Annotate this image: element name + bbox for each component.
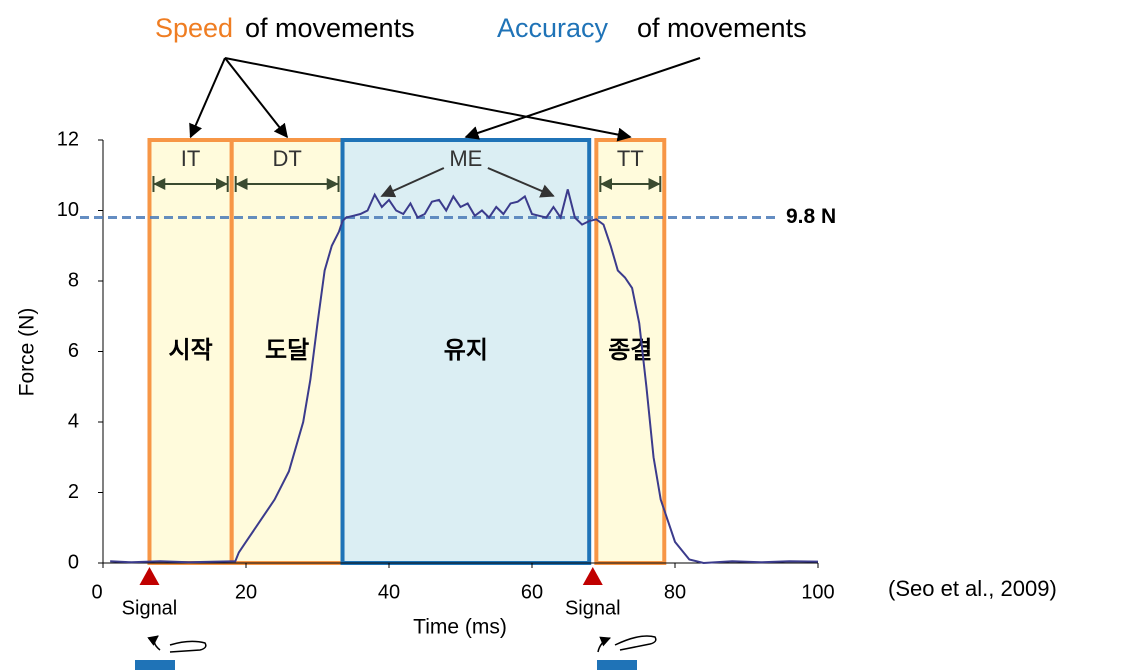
pointer-arrow [224,57,288,139]
x-axis-label: Time (ms) [413,616,507,639]
me-arrow [487,167,555,198]
x-tick-label: 40 [378,581,400,603]
x-tick-label: 0 [91,581,102,603]
speed-rest: of movements [245,13,415,43]
x-tick-label: 100 [801,581,834,603]
phase-name: 시작 [169,337,213,364]
pointer-arrow [464,57,701,140]
phase-label: DT [272,146,301,171]
phase-box [147,138,234,565]
signal-marker [139,567,160,585]
phase-name: 도달 [265,337,309,364]
phase-label: ME [449,146,482,171]
citation: (Seo et al., 2009) [888,576,1057,601]
phase-box [594,138,667,565]
y-tick-label: 6 [68,340,79,362]
accuracy-word: Accuracy [497,13,609,43]
x-tick-label: 60 [521,581,543,603]
signal-marker [582,567,603,585]
y-tick-label: 2 [68,481,79,503]
pointer-arrow [224,57,632,142]
x-tick-label: 20 [235,581,257,603]
phase-label: IT [181,146,201,171]
phase-label: TT [617,146,644,171]
y-tick-label: 10 [57,199,79,221]
force-line [110,189,819,565]
x-tick-label: 80 [664,581,686,603]
hand-icons [135,635,657,670]
speed-word: Speed [155,13,233,43]
y-axis-label: Force (N) [16,308,39,397]
signal-label: Signal [565,597,621,619]
me-arrow [380,167,445,198]
y-tick-label: 0 [68,551,79,573]
phase-name: 유지 [444,337,488,364]
y-tick-label: 4 [68,410,79,432]
accuracy-rest: of movements [637,13,807,43]
phase-box [229,138,345,565]
reference-label: 9.8 N [786,205,836,228]
y-tick-label: 8 [68,269,79,291]
signal-label: Signal [122,597,178,619]
y-tick-label: 12 [57,128,79,150]
phase-name: 종결 [608,337,652,364]
pointer-arrow [189,57,226,139]
phase-box [340,138,592,565]
